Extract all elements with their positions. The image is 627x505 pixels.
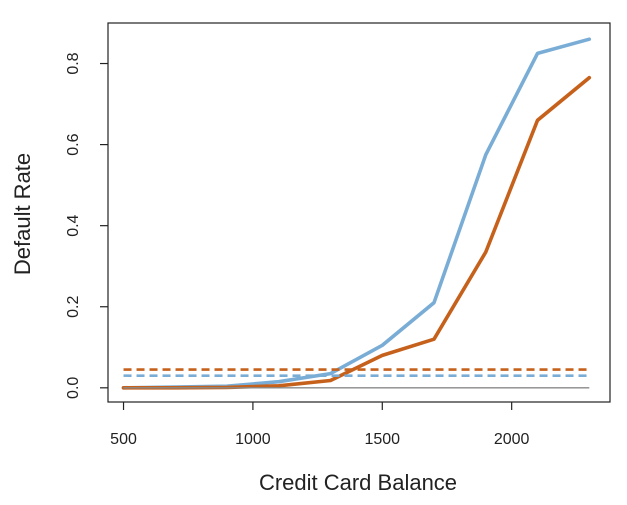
series-layer xyxy=(121,37,592,390)
y-axis: 0.0 0.2 0.4 0.6 0.8 xyxy=(65,52,108,399)
series-line-1 xyxy=(121,37,592,390)
x-tick-label: 2000 xyxy=(494,431,530,448)
x-tick-label: 1500 xyxy=(364,431,400,448)
x-axis: 500 1000 1500 2000 xyxy=(110,402,530,448)
x-tick-label: 500 xyxy=(110,431,137,448)
plot-frame xyxy=(107,22,611,403)
y-tick-label: 0.0 xyxy=(65,377,82,399)
series-line-2 xyxy=(121,75,592,390)
y-tick-label: 0.6 xyxy=(65,133,82,155)
y-axis-title: Default Rate xyxy=(10,153,35,275)
y-tick-label: 0.4 xyxy=(65,214,82,236)
y-tick-label: 0.8 xyxy=(65,52,82,74)
x-axis-title: Credit Card Balance xyxy=(259,470,457,495)
x-tick-label: 1000 xyxy=(235,431,271,448)
y-tick-label: 0.2 xyxy=(65,296,82,318)
